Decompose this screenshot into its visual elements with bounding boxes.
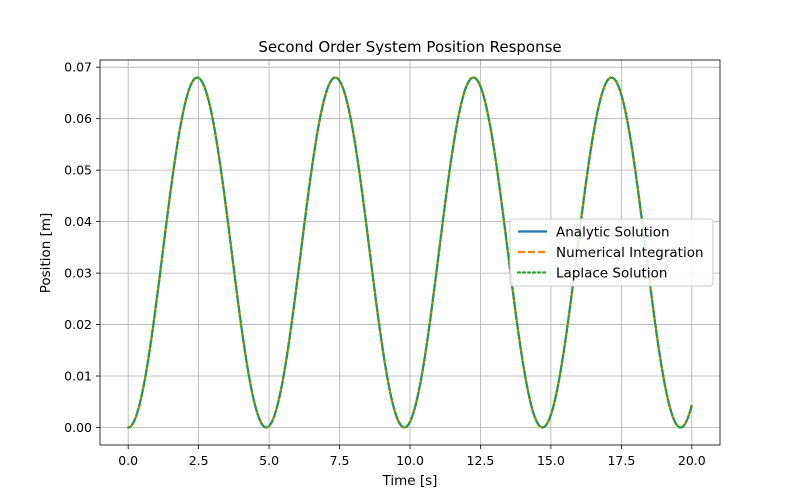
plot-series [127, 76, 693, 429]
x-axis-label: Time [s] [382, 473, 438, 489]
x-tick-label: 0.0 [118, 453, 138, 468]
x-tick-label: 12.5 [467, 453, 495, 468]
x-tick-label: 15.0 [537, 453, 565, 468]
axis-ticks: 0.0 2.5 5.0 7.5 10.0 12.5 15.0 17.5 20.0 0.00 0.01… [64, 60, 706, 468]
y-tick-label: 0.06 [64, 111, 92, 126]
x-tick-label: 7.5 [330, 453, 350, 468]
y-tick-label: 0.01 [64, 369, 92, 384]
legend-label: Laplace Solution [556, 266, 667, 282]
x-tick-label: 20.0 [678, 453, 706, 468]
series-line-laplace-solution [127, 76, 693, 429]
legend-label: Numerical Integration [556, 245, 704, 261]
legend: Analytic Solution Numerical Integration La… [509, 218, 714, 287]
y-tick-label: 0.03 [64, 266, 92, 281]
x-tick-label: 10.0 [396, 453, 424, 468]
legend-box [509, 218, 714, 287]
y-tick-label: 0.04 [64, 214, 92, 229]
y-tick-label: 0.02 [64, 317, 92, 332]
y-tick-label: 0.07 [64, 60, 92, 75]
x-tick-label: 2.5 [189, 453, 209, 468]
grid [100, 60, 720, 445]
x-tick-label: 17.5 [607, 453, 635, 468]
y-tick-label: 0.00 [64, 420, 92, 435]
chart-title: Second Order System Position Response [258, 38, 561, 56]
y-tick-label: 0.05 [64, 163, 92, 178]
legend-label: Analytic Solution [556, 225, 670, 241]
x-tick-label: 5.0 [259, 453, 279, 468]
y-axis-label: Position [m] [38, 213, 54, 294]
